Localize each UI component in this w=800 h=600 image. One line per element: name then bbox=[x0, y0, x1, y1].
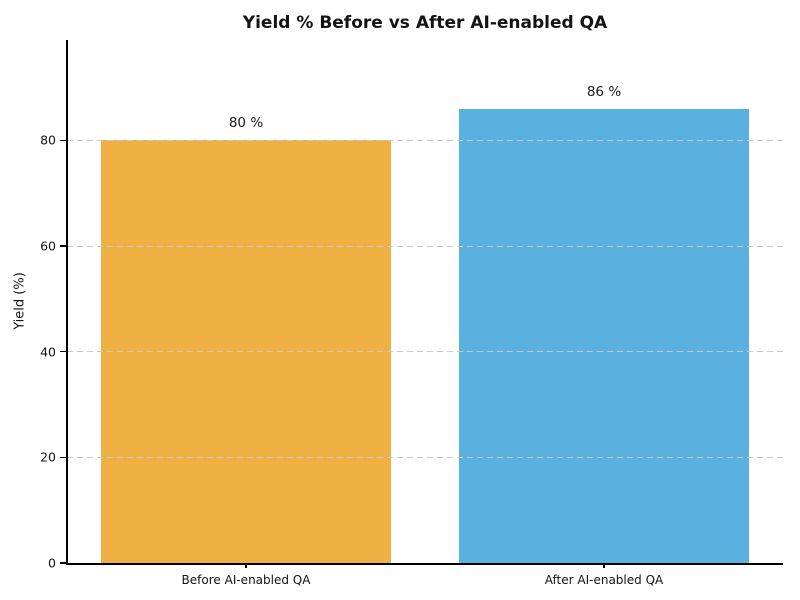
y-tick-mark bbox=[60, 350, 67, 353]
y-tick-label: 40 bbox=[40, 344, 56, 360]
y-tick-mark bbox=[60, 139, 67, 142]
y-tick-label: 20 bbox=[40, 449, 56, 465]
x-tick-label: Before AI-enabled QA bbox=[181, 573, 311, 587]
x-axis-spine bbox=[66, 563, 783, 565]
gridline-40 bbox=[67, 351, 783, 353]
plot-area: 80 % 86 % 0 20 40 60 80 Before AI-enabled QA A… bbox=[40, 40, 783, 587]
x-tick-mark bbox=[603, 563, 605, 568]
bar-value-label: 80 % bbox=[228, 115, 264, 132]
y-axis-label: Yield (%) bbox=[12, 272, 28, 330]
gridline-20 bbox=[67, 456, 783, 458]
y-axis-spine bbox=[66, 40, 68, 563]
gridline-60 bbox=[67, 245, 783, 247]
x-tick-label: After AI-enabled QA bbox=[544, 573, 664, 587]
bar-value-label: 86 % bbox=[586, 83, 622, 100]
y-tick-mark bbox=[60, 456, 67, 459]
y-tick-label: 80 bbox=[40, 132, 56, 148]
y-tick-mark bbox=[60, 562, 67, 564]
chart-title: Yield % Before vs After AI-enabled QA bbox=[242, 13, 608, 33]
x-tick-mark bbox=[245, 563, 247, 568]
y-tick-label: 60 bbox=[40, 238, 56, 254]
y-tick-mark bbox=[60, 245, 67, 247]
bar bbox=[459, 108, 749, 563]
y-tick-label: 0 bbox=[48, 555, 56, 571]
gridline-80 bbox=[67, 139, 783, 141]
